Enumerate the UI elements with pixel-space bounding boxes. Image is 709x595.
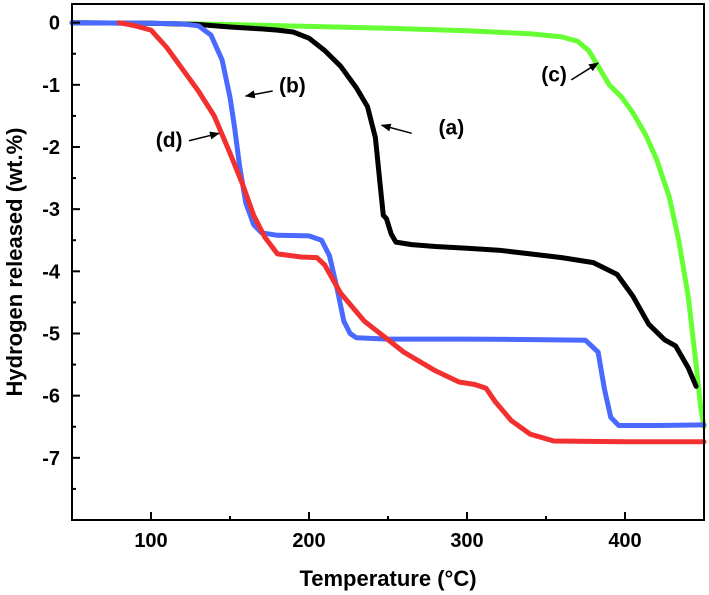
series-layer (69, 20, 707, 445)
series-line-b (69, 20, 707, 428)
annotation-arrow-c (570, 62, 599, 81)
annotation-label-c: (c) (541, 64, 567, 87)
y-tick-label: -7 (42, 448, 60, 470)
annotation-label-a: (a) (439, 117, 465, 140)
x-tick-label: 200 (292, 530, 325, 552)
y-tick-label: -3 (42, 199, 60, 221)
annotation-arrow-a (380, 123, 412, 135)
series-line-a (69, 20, 699, 389)
annotation-label-b: (b) (279, 74, 306, 97)
annotation-arrow-b (244, 90, 273, 99)
y-axis-title: Hydrogen released (wt.%) (2, 128, 27, 397)
y-tick-label: -2 (42, 137, 60, 159)
series-line-d (116, 20, 707, 445)
x-axis-title: Temperature (°C) (299, 566, 476, 591)
x-tick-label: 400 (608, 530, 641, 552)
series-line-c (69, 20, 707, 430)
annotation-label-d: (d) (156, 129, 183, 152)
annotation-layer: (a) (b) (c) (d) (156, 62, 599, 152)
tick-layer: 100 200 300 400 0 -1 -2 -3 -4 -5 -6 -7 (42, 13, 705, 552)
y-tick-label: 0 (49, 13, 60, 35)
y-tick-label: -4 (42, 261, 61, 283)
y-tick-label: -6 (42, 386, 60, 408)
y-tick-label: -1 (42, 75, 60, 97)
x-tick-label: 100 (134, 530, 167, 552)
y-tick-label: -5 (42, 323, 60, 345)
annotation-arrow-d (188, 131, 220, 142)
x-tick-label: 300 (450, 530, 483, 552)
